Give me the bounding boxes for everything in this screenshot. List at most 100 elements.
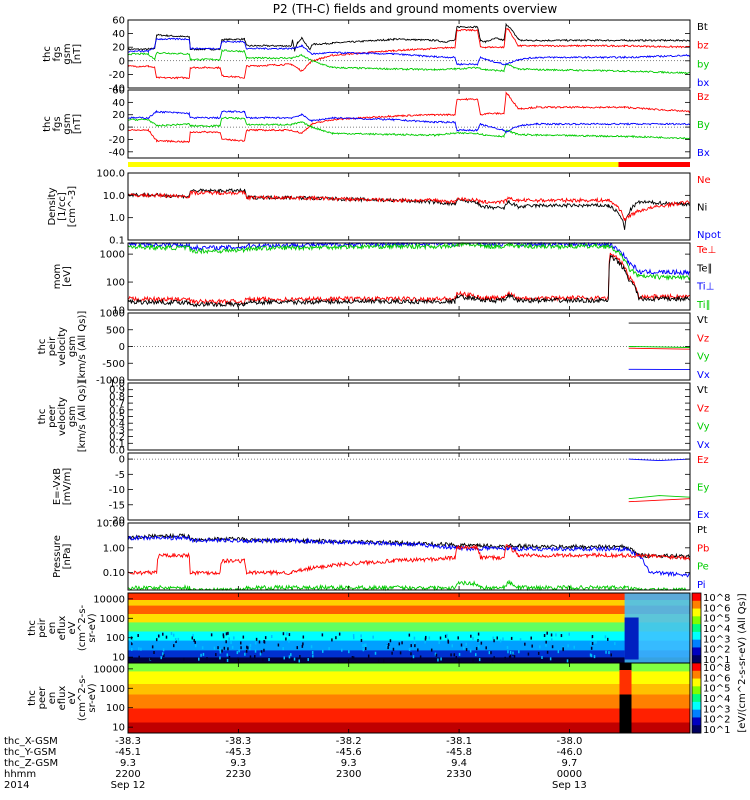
colorbar-segment (692, 717, 701, 726)
spectrogram-band (128, 600, 690, 607)
y-axis-label-line: en (47, 692, 58, 705)
y-tick-label: -500 (102, 359, 125, 370)
spectrogram-cell (258, 640, 261, 644)
colorbar-segment (692, 701, 701, 711)
x-tick-label: 2230 (226, 769, 251, 780)
spectrogram-cell (228, 655, 231, 659)
spectrogram-cell (608, 651, 610, 655)
panel-frame (127, 662, 691, 734)
y-axis-label-line: eV (67, 691, 78, 704)
y-axis-label-line: [mV/m] (62, 468, 73, 506)
colorbar-segment (692, 709, 701, 718)
spectrogram-cell (338, 632, 341, 636)
spectrogram-cell (591, 642, 594, 646)
series-bz (127, 27, 691, 80)
spectrogram-cell (607, 637, 609, 641)
spectrogram-cell (428, 636, 431, 640)
colorbar-segment (692, 655, 701, 664)
spectrogram-cell (282, 632, 285, 636)
spectrogram-cell (262, 658, 264, 662)
spectrogram-cell (457, 636, 459, 640)
spectrogram-cell (365, 643, 367, 647)
x-row-label: thc_Z-GSM (4, 758, 58, 769)
spectrogram-cell (424, 640, 426, 644)
spectrogram-cell (194, 640, 196, 644)
spectrogram-cell (382, 659, 385, 663)
spectrogram-region (624, 617, 639, 660)
y-axis-label-line: peir (37, 617, 48, 637)
legend-entry-Pb: Pb (697, 543, 709, 554)
y-tick-label: 0.7 (109, 399, 125, 410)
legend-entry-Ti⊥: Ti⊥ (696, 282, 714, 293)
colorbar-tick-label: 10^4 (703, 624, 730, 635)
colorbar-tick-label: 10^3 (703, 634, 730, 645)
spectrogram-cell (131, 642, 133, 646)
spectrogram-cell (419, 655, 422, 659)
spectrogram-cell (293, 657, 296, 661)
spectrogram-cell (264, 636, 267, 640)
legend-entry-Ne: Ne (697, 175, 711, 186)
x-row-label: 2014 (4, 780, 29, 791)
series-Ne (127, 190, 691, 222)
spectrogram-cell (351, 655, 354, 659)
spectrogram-cell (183, 657, 185, 661)
spectrogram-cell (226, 658, 229, 662)
colorbar-segment (692, 593, 701, 602)
series-Te⊥ (128, 252, 691, 306)
spectrogram-cell (249, 655, 252, 659)
colorbar-segment (692, 608, 701, 617)
spectrogram-cell (388, 643, 390, 647)
spectrogram-cell (451, 644, 454, 648)
spectrogram-band (128, 694, 690, 709)
colorbar-segment (692, 663, 701, 672)
spectrogram-cell (221, 649, 223, 653)
spectrogram-band (128, 622, 690, 632)
y-tick-label: -40 (109, 147, 125, 158)
spectrogram-cell (296, 646, 299, 650)
x-tick-label: 9.3 (341, 758, 357, 769)
y-axis-label-line: thc (27, 620, 38, 636)
spectrogram-cell (610, 653, 612, 657)
panel-9: 1000010001001010^810^610^510^410^310^210… (27, 592, 748, 733)
spectrogram-cell (562, 648, 564, 652)
series-Bx (127, 109, 691, 134)
spectrogram-cell (174, 638, 177, 642)
panel-6: 1.00.90.80.70.60.50.40.30.20.10.0 thc peer… (37, 379, 710, 457)
spectrogram-cell (226, 653, 229, 657)
spectrogram-cell (246, 645, 248, 649)
y-tick-label: 1000 (100, 614, 125, 625)
panel-5: 1000 500 0 -500 -1000 thc peir velocity gsm [km/s… (37, 309, 710, 387)
panel-7: 0 -5 -10 -15 -20 E=-VxB [mV/m] Ez Ey Ex (52, 452, 709, 527)
y-tick-label: 100 (106, 703, 125, 714)
series-Bz (127, 91, 691, 144)
y-tick-label: 10 (112, 306, 125, 317)
spectrogram-cell (312, 654, 314, 658)
y-tick-label: 0.9 (109, 385, 125, 396)
panel-frame (127, 19, 691, 89)
spectrogram-cell (268, 658, 270, 662)
x-tick-label: -38.0 (556, 736, 582, 747)
y-axis-label-line: (cm^2-s- (77, 604, 88, 651)
spectrogram-cell (567, 644, 569, 648)
spectrogram-cell (219, 656, 221, 660)
spectrogram-cell (543, 634, 546, 638)
y-axis-label-line: gsm (62, 43, 73, 64)
spectrogram-cell (424, 637, 427, 641)
y-axis-label-line: E=-VxB (52, 468, 63, 505)
colorbar-segment (692, 678, 701, 687)
spectrogram-cell (455, 656, 458, 660)
y-axis-label-line: thc (37, 409, 48, 425)
y-tick-label: 0.1 (109, 439, 125, 450)
spectrogram-cell (545, 643, 547, 647)
spectrogram-cell (202, 652, 205, 656)
spectrogram-cell (460, 643, 463, 647)
spectrogram-cell (398, 642, 401, 646)
spectrogram-cell (302, 635, 305, 639)
y-axis-label-line: fgs (52, 116, 63, 131)
spectrogram-cell (549, 657, 552, 661)
spectrogram-cell (519, 638, 522, 642)
x-tick-label: 2200 (115, 769, 140, 780)
spectrogram-cell (430, 648, 433, 652)
y-axis-label-line: eV (67, 621, 78, 634)
y-tick-label: 20 (112, 43, 125, 54)
